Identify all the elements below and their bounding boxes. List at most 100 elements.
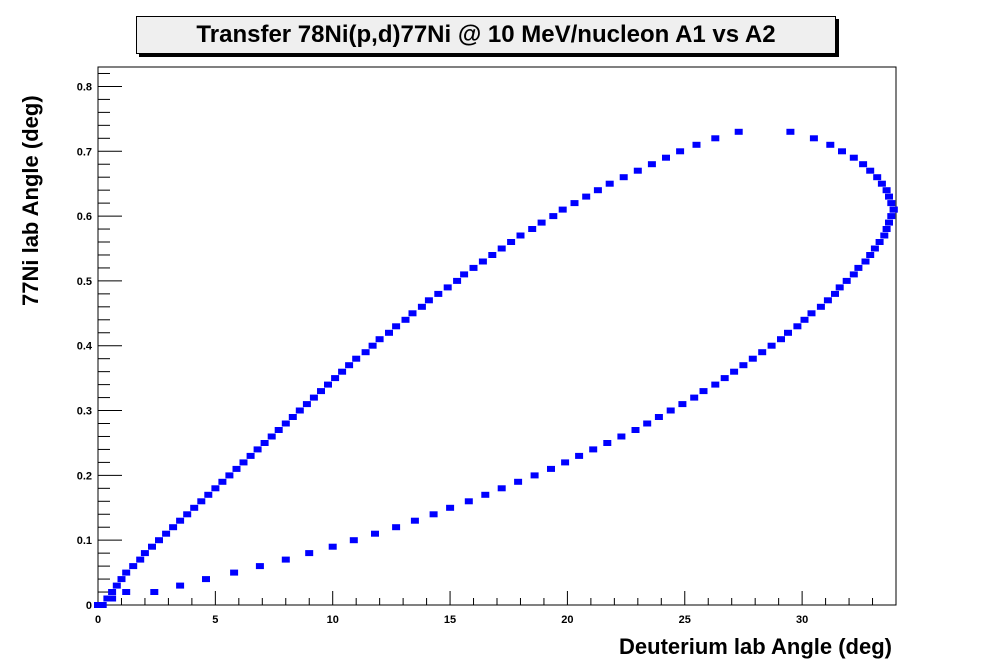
data-point	[401, 316, 410, 323]
series-1	[94, 128, 898, 608]
data-point	[575, 452, 584, 459]
data-point	[720, 375, 729, 382]
data-point	[877, 180, 886, 187]
x-tick-label: 15	[444, 614, 456, 626]
data-point	[835, 284, 844, 291]
data-point	[849, 271, 858, 278]
data-point	[204, 491, 213, 498]
data-point	[162, 530, 171, 537]
data-point	[866, 167, 875, 174]
data-point	[352, 355, 361, 362]
y-tick-label: 0.5	[77, 276, 92, 288]
data-point	[678, 401, 687, 408]
data-point	[885, 193, 893, 200]
data-point	[345, 362, 354, 369]
data-point	[331, 375, 340, 382]
data-point	[887, 213, 896, 220]
data-point	[94, 602, 102, 608]
data-point	[408, 310, 417, 317]
data-point	[530, 472, 539, 479]
data-point	[169, 524, 178, 531]
data-point	[507, 239, 516, 245]
data-point	[150, 589, 159, 595]
y-axis-label-text: 77Ni lab Angle (deg)	[18, 95, 43, 306]
x-tick-label: 5	[212, 614, 218, 626]
chart-title: Transfer 78Ni(p,d)77Ni @ 10 MeV/nucleon …	[136, 16, 836, 54]
data-point	[103, 595, 112, 602]
data-point	[561, 459, 570, 466]
data-point	[800, 316, 809, 323]
data-point	[748, 355, 757, 362]
data-point	[631, 427, 640, 433]
data-point	[593, 187, 602, 194]
data-point	[516, 232, 525, 239]
data-point	[537, 219, 546, 226]
y-axis-label: 77Ni lab Angle (deg)	[18, 95, 50, 316]
data-point	[662, 154, 670, 161]
data-point	[633, 167, 642, 174]
x-axis-ticks: 0 5 10 15 20 25 30	[95, 591, 897, 626]
data-point	[711, 381, 720, 388]
y-tick-label: 0.6	[77, 211, 92, 223]
data-point	[230, 569, 239, 576]
data-point	[429, 511, 438, 518]
data-point	[654, 414, 663, 420]
data-point	[288, 414, 297, 420]
data-point	[882, 187, 891, 194]
data-point	[453, 277, 462, 284]
data-point	[758, 349, 767, 356]
data-point	[176, 517, 185, 524]
data-point	[692, 141, 701, 148]
data-point	[807, 310, 816, 317]
x-tick-label: 10	[327, 614, 339, 626]
data-point	[889, 206, 898, 213]
data-point	[570, 200, 579, 207]
data-point	[873, 174, 882, 181]
data-point	[148, 543, 156, 550]
data-point	[122, 569, 131, 576]
data-point	[643, 420, 652, 427]
x-tick-label: 0	[95, 614, 101, 626]
data-point	[281, 556, 290, 563]
data-point	[497, 485, 506, 492]
data-point	[446, 504, 455, 511]
data-point	[183, 511, 192, 518]
data-point	[202, 576, 210, 583]
data-point	[255, 563, 264, 570]
data-point	[514, 478, 523, 485]
data-point	[371, 530, 379, 537]
data-point	[582, 193, 591, 200]
data-point	[211, 485, 220, 492]
data-point	[281, 420, 290, 427]
data-point	[122, 589, 131, 595]
data-point	[875, 239, 884, 245]
data-point	[849, 154, 858, 161]
data-point	[866, 252, 875, 258]
data-point	[885, 219, 893, 226]
data-point	[547, 465, 555, 472]
data-point	[410, 517, 419, 524]
y-tick-label: 0.8	[77, 81, 92, 93]
data-point	[605, 180, 614, 187]
data-point	[328, 543, 337, 550]
data-point	[302, 401, 311, 408]
data-point	[385, 329, 393, 336]
data-point	[784, 329, 792, 336]
data-point	[478, 258, 487, 265]
data-point	[140, 550, 149, 557]
data-point	[98, 602, 107, 608]
data-point	[197, 498, 206, 505]
data-point	[880, 232, 889, 239]
data-point	[155, 537, 163, 544]
y-tick-label: 0.1	[77, 535, 92, 547]
data-point	[434, 290, 443, 297]
data-point	[826, 141, 835, 148]
x-tick-label: 25	[679, 614, 691, 626]
data-point	[375, 336, 384, 343]
data-point	[136, 556, 145, 563]
data-point	[647, 161, 656, 168]
data-point	[368, 342, 377, 349]
data-point	[112, 582, 121, 589]
data-point	[617, 433, 626, 440]
